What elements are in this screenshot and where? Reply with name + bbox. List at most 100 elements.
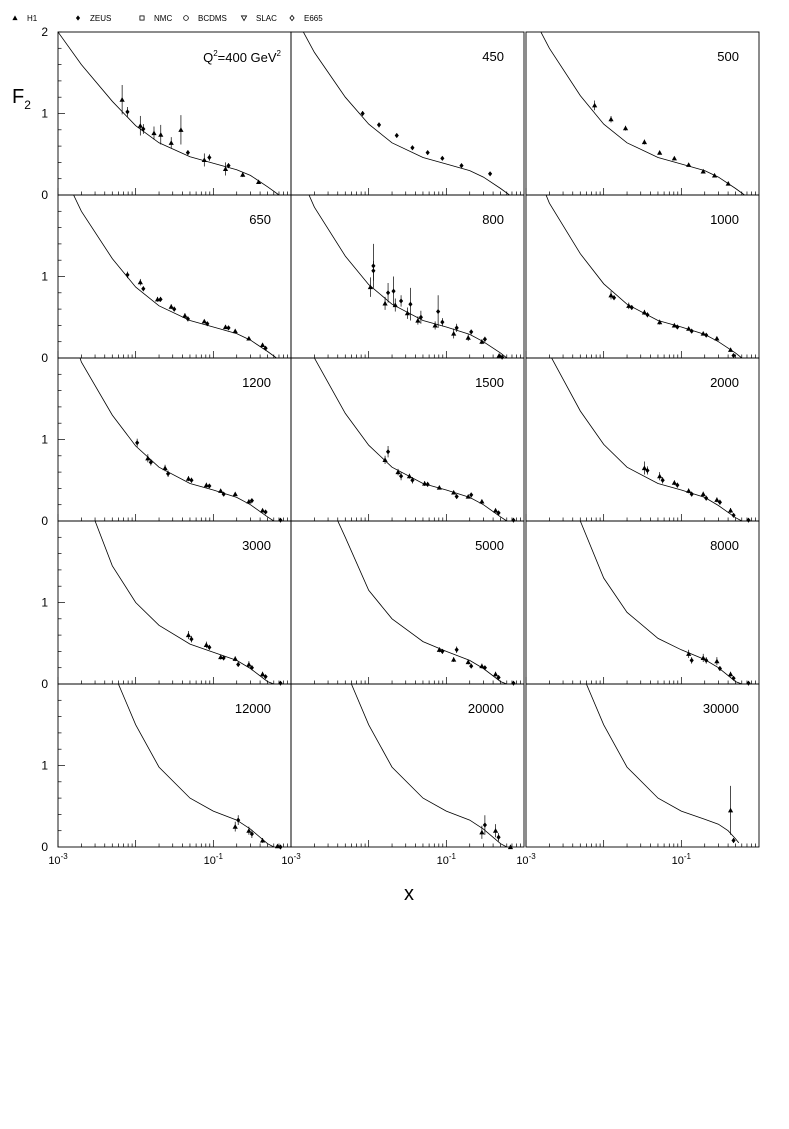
h1-point — [151, 130, 157, 136]
data-points — [479, 815, 514, 850]
y-tick-label: 0 — [41, 351, 48, 365]
x-axis-ticks — [290, 351, 521, 358]
zeus-point — [135, 440, 140, 446]
zeus-point — [236, 661, 241, 668]
zeus-point — [185, 150, 190, 156]
zeus-point — [469, 663, 474, 669]
y-tick-label: 2 — [41, 25, 48, 39]
zeus-point — [398, 298, 404, 304]
data-points — [608, 291, 736, 359]
h1-point — [711, 172, 718, 178]
legend: H1 ZEUS NMC BCDMS SLAC E665 — [12, 14, 323, 23]
zeus-point — [440, 319, 445, 325]
zeus-point — [469, 492, 474, 498]
panel-frame — [525, 683, 760, 848]
y-tick-label: 1 — [41, 596, 48, 610]
legend-label: NMC — [154, 14, 172, 23]
h1-point — [240, 172, 246, 177]
x-axis-ticks — [57, 840, 288, 847]
zeus-point — [425, 150, 430, 156]
zeus-point — [263, 509, 268, 515]
zeus-point — [704, 495, 709, 501]
zeus-point — [454, 325, 459, 331]
legend-label: H1 — [27, 14, 38, 23]
fit-curve — [540, 32, 745, 195]
panel-q2-400: 0 1 2 Q2=400 GeV2 — [41, 25, 292, 202]
x-tick-label: 10-1 — [204, 852, 224, 867]
h1-point — [182, 313, 188, 318]
zeus-point — [488, 171, 493, 177]
legend-marker-e665 — [289, 14, 295, 22]
y-tick-label: 0 — [41, 514, 48, 528]
zeus-point — [482, 336, 487, 342]
h1-point — [492, 828, 499, 833]
legend-entry-e665: E665 — [289, 14, 323, 23]
panel-q2-label: 450 — [482, 49, 504, 64]
h1-point — [395, 469, 401, 475]
h1-point — [727, 507, 734, 513]
h1-point — [246, 498, 252, 504]
zeus-point — [125, 272, 130, 278]
zeus-point — [141, 286, 146, 292]
panel-q2-450: 450 — [290, 31, 525, 196]
data-points — [125, 271, 268, 351]
zeus-point — [278, 844, 283, 850]
x-axis-ticks — [290, 188, 521, 195]
legend-entry-slac: SLAC — [240, 14, 277, 23]
fit-curve — [118, 684, 274, 847]
h1-point — [700, 330, 706, 336]
zeus-point — [689, 491, 694, 497]
h1-point — [436, 647, 442, 652]
legend-label: E665 — [304, 14, 323, 23]
zeus-point — [717, 499, 722, 505]
fit-curve — [586, 684, 740, 844]
x-axis-ticks — [57, 351, 288, 358]
y-tick-label: 0 — [41, 840, 48, 854]
zeus-point — [731, 352, 736, 359]
zeus-point — [496, 510, 501, 516]
h1-point — [451, 330, 457, 336]
h1-point — [232, 824, 238, 829]
zeus-point — [689, 328, 694, 334]
zeus-point — [207, 483, 212, 489]
data-points — [232, 815, 283, 850]
h1-point — [232, 491, 238, 497]
zeus-point — [675, 482, 680, 488]
zeus-point — [482, 665, 487, 671]
h1-point — [727, 671, 734, 677]
zeus-point — [629, 304, 634, 311]
panel-q2-label: 800 — [482, 212, 504, 227]
zeus-point — [731, 675, 736, 681]
h1-point — [479, 829, 485, 835]
h1-point — [727, 807, 734, 813]
h1-point — [465, 493, 471, 499]
h1-point — [246, 661, 252, 667]
legend-entry-h1: H1 — [12, 14, 38, 23]
zeus-point — [410, 145, 415, 151]
x-axis-ticks — [57, 677, 288, 684]
fit-curve — [545, 195, 743, 358]
h1-point — [465, 335, 471, 340]
h1-point — [218, 488, 224, 493]
x-axis-ticks — [290, 840, 521, 847]
zeus-point — [226, 163, 231, 169]
h1-point — [158, 132, 164, 137]
zeus-point — [148, 459, 153, 465]
zeus-point — [440, 155, 445, 161]
zeus-point — [221, 491, 226, 497]
h1-point — [479, 498, 485, 504]
zeus-point — [459, 163, 464, 169]
h1-point — [162, 465, 168, 471]
x-tick-label: 10-3 — [516, 852, 536, 867]
h1-point — [185, 632, 192, 638]
h1-point — [686, 651, 692, 656]
h1-point — [479, 663, 485, 669]
h1-point — [203, 642, 209, 647]
zeus-point — [360, 110, 365, 117]
zeus-point — [731, 837, 736, 844]
h1-point — [686, 326, 692, 331]
h1-point — [232, 328, 238, 334]
zeus-point — [376, 122, 382, 128]
zeus-point — [263, 674, 268, 680]
